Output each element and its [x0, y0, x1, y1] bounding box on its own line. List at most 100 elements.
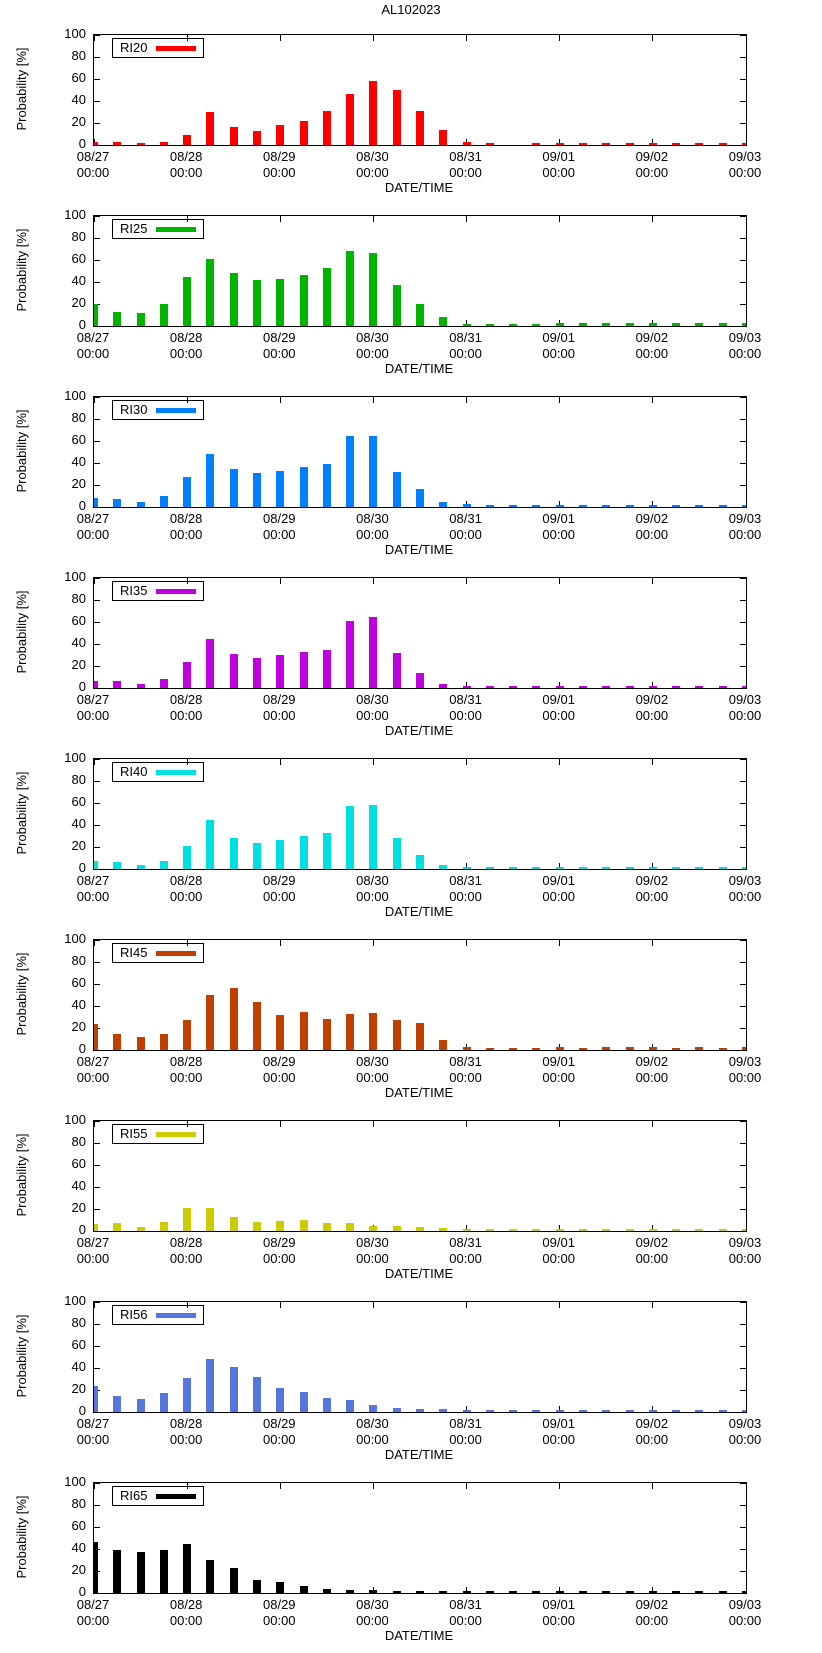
legend-ri55: RI55	[112, 1124, 205, 1144]
x-tick-mark	[745, 1587, 746, 1593]
x-tick-mark	[559, 682, 561, 688]
x-tick-mark	[94, 578, 95, 584]
x-tick-mark	[466, 682, 468, 688]
bar-ri20-24	[648, 142, 657, 145]
bar-ri35-1	[113, 681, 122, 688]
y-tick-label: 80	[71, 1134, 86, 1149]
bar-ri56-27	[718, 1409, 727, 1412]
bar-ri65-9	[299, 1586, 308, 1593]
x-tick-mark	[372, 578, 374, 584]
x-tick-label: 08/27 00:00	[76, 1235, 110, 1266]
x-axis-label: DATE/TIME	[384, 723, 454, 738]
y-tick-mark	[94, 397, 100, 398]
y-tick-label: 100	[64, 1474, 86, 1489]
bar-ri45-6	[229, 988, 238, 1050]
y-tick-mark	[94, 621, 100, 623]
bar-ri45-14	[416, 1022, 424, 1050]
x-tick-mark	[559, 1483, 561, 1489]
x-tick-label: 08/31 00:00	[449, 1054, 482, 1085]
plot-area: RI45	[93, 939, 747, 1051]
x-tick-label: 08/27 00:00	[76, 149, 110, 180]
y-tick-label: 60	[71, 251, 86, 266]
y-tick-mark	[740, 281, 746, 283]
legend-ri40: RI40	[112, 762, 205, 782]
bar-ri40-18	[509, 866, 518, 869]
bar-ri25-27	[718, 322, 727, 326]
x-tick-label: 08/27 00:00	[76, 511, 110, 542]
x-tick-label: 09/03 00:00	[728, 511, 762, 542]
bar-ri55-17	[485, 1228, 494, 1231]
x-tick-label: 08/31 00:00	[449, 873, 482, 904]
y-tick-label: 80	[71, 410, 86, 425]
chart-panel-ri25: Probability [%] 0 20 40 60 80 100 08/27 00:00 08/…	[0, 201, 822, 382]
bar-ri20-14	[416, 110, 424, 145]
bar-ri35-8	[276, 655, 285, 688]
page-title: AL102023	[381, 2, 441, 17]
y-tick-label: 20	[71, 1381, 86, 1396]
bar-ri45-8	[276, 1014, 285, 1050]
bar-ri65-13	[392, 1590, 401, 1593]
bar-ri56-5	[206, 1359, 215, 1412]
legend-swatch-icon	[156, 45, 197, 51]
x-tick-mark	[745, 216, 746, 222]
x-tick-label: 09/02 00:00	[635, 1597, 669, 1628]
y-tick-label: 40	[71, 92, 86, 107]
x-tick-label: 08/29 00:00	[263, 149, 296, 180]
bar-ri55-6	[229, 1216, 238, 1231]
x-tick-mark	[559, 1121, 561, 1127]
y-tick-label: 0	[78, 1584, 86, 1599]
y-tick-mark	[740, 484, 746, 486]
x-tick-mark	[559, 216, 561, 222]
bar-ri45-15	[439, 1040, 448, 1050]
y-tick-mark	[740, 643, 746, 645]
bar-ri25-3	[159, 304, 168, 326]
x-tick-label: 09/03 00:00	[728, 149, 762, 180]
legend-ri25: RI25	[112, 219, 205, 239]
x-tick-mark	[94, 216, 95, 222]
x-tick-label: 08/27 00:00	[76, 692, 110, 723]
x-tick-mark	[559, 1225, 561, 1231]
y-tick-label: 60	[71, 1337, 86, 1352]
legend-swatch-icon	[156, 588, 197, 594]
y-tick-mark	[94, 418, 100, 420]
bar-ri55-24	[648, 1228, 657, 1231]
bar-ri55-25	[672, 1228, 681, 1231]
bar-ri56-15	[439, 1408, 448, 1412]
legend-swatch-icon	[156, 226, 197, 232]
x-tick-label: 08/30 00:00	[356, 511, 389, 542]
bar-ri55-23	[625, 1228, 634, 1231]
x-tick-mark	[559, 578, 561, 584]
y-tick-mark	[740, 578, 746, 579]
x-tick-label: 08/29 00:00	[263, 511, 296, 542]
bar-ri25-21	[579, 322, 587, 326]
bar-ri35-3	[159, 679, 168, 688]
bar-ri35-7	[253, 658, 261, 688]
x-tick-mark	[466, 940, 468, 946]
y-tick-mark	[740, 303, 746, 305]
bar-ri30-18	[509, 504, 518, 507]
y-tick-mark	[94, 1483, 100, 1484]
bar-ri30-28	[742, 504, 746, 507]
x-tick-label: 08/29 00:00	[263, 330, 296, 361]
bar-ri40-5	[206, 819, 215, 869]
bar-ri25-5	[206, 258, 215, 326]
y-tick-label: 80	[71, 591, 86, 606]
x-tick-mark	[652, 759, 654, 765]
bar-ri35-24	[648, 685, 657, 688]
bar-ri56-6	[229, 1366, 238, 1412]
y-tick-label: 80	[71, 772, 86, 787]
bar-ri65-6	[229, 1567, 238, 1593]
y-tick-mark	[740, 1570, 746, 1572]
x-tick-mark	[466, 1406, 468, 1412]
bar-ri30-14	[416, 489, 424, 507]
bar-ri20-5	[206, 112, 215, 145]
x-tick-label: 08/27 00:00	[76, 873, 110, 904]
bar-ri56-10	[322, 1397, 331, 1412]
bar-ri20-27	[718, 142, 727, 145]
x-tick-mark	[372, 759, 374, 765]
legend-label: RI56	[120, 1307, 148, 1322]
bar-ri30-0	[94, 498, 98, 507]
y-tick-mark	[740, 1302, 746, 1303]
bar-ri56-23	[625, 1409, 634, 1412]
x-tick-mark	[466, 863, 468, 869]
